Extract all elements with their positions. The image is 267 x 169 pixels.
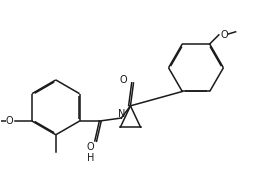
Text: O: O [6,116,14,126]
Text: O: O [221,30,228,40]
Text: O: O [87,142,94,152]
Text: N: N [117,109,125,119]
Text: O: O [120,75,128,85]
Text: O: O [6,116,14,126]
Text: H: H [87,153,94,163]
Text: O: O [221,30,228,40]
